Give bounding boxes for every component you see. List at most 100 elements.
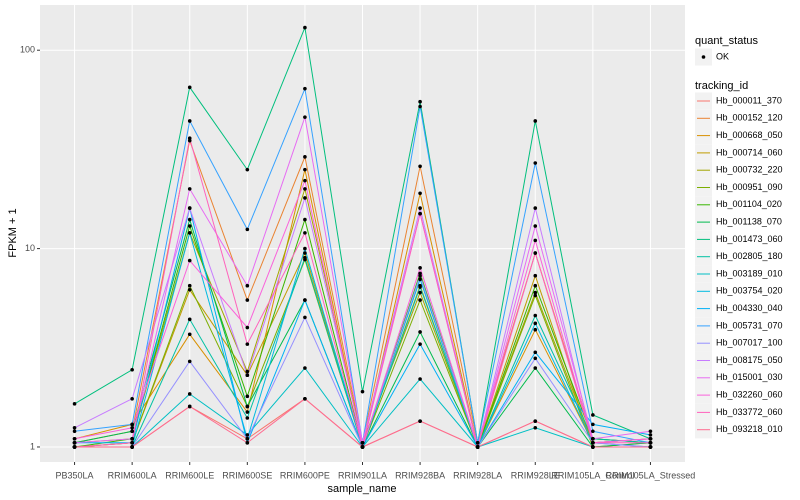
data-point (303, 86, 307, 91)
data-point (245, 436, 250, 441)
data-point (245, 342, 250, 346)
data-point (418, 419, 422, 423)
data-point (648, 440, 653, 445)
x-tick-label: RRIM105LA_Control (551, 470, 634, 480)
data-point (72, 425, 77, 430)
data-point (245, 167, 250, 172)
data-point (187, 317, 192, 322)
data-point (245, 433, 250, 437)
data-point (72, 429, 77, 434)
data-point (72, 445, 77, 449)
data-point (533, 293, 538, 298)
data-point (533, 161, 538, 165)
data-point (533, 238, 538, 243)
data-point (303, 178, 307, 183)
data-point (187, 119, 192, 123)
data-point (533, 251, 538, 255)
data-point (130, 445, 134, 449)
y-tick-label: 10 (25, 243, 35, 253)
legend-label: Hb_000951_090 (716, 182, 783, 192)
data-point (130, 422, 134, 427)
data-point (130, 425, 134, 430)
data-point (130, 367, 134, 372)
data-point (533, 119, 538, 123)
data-point (418, 99, 422, 104)
data-point (245, 227, 250, 232)
data-point (245, 404, 250, 409)
data-point (187, 359, 192, 364)
data-point (591, 445, 595, 449)
legend-label: Hb_093218_010 (716, 424, 783, 434)
legend-label: Hb_000152_120 (716, 113, 783, 123)
data-point (533, 290, 538, 295)
data-point (533, 419, 538, 423)
data-point (418, 298, 422, 302)
legend-label: Hb_003189_010 (716, 268, 783, 278)
data-point (187, 187, 192, 191)
data-point (187, 287, 192, 292)
legend-label: Hb_002805_180 (716, 251, 783, 261)
data-point (418, 330, 422, 334)
legend-label: Hb_000011_370 (716, 95, 782, 105)
data-point (360, 389, 365, 394)
data-point (533, 313, 538, 318)
data-point (187, 332, 192, 337)
legend-title: tracking_id (695, 80, 748, 92)
data-point (533, 206, 538, 210)
data-point (418, 290, 422, 295)
data-point (648, 445, 653, 449)
legend-label: Hb_004330_040 (716, 303, 783, 313)
data-point (303, 217, 307, 222)
x-tick-label: RRIM600LA (108, 470, 157, 480)
data-point (130, 440, 134, 445)
data-point (648, 429, 653, 434)
data-point (418, 285, 422, 289)
data-point (187, 217, 192, 222)
data-point (303, 396, 307, 401)
data-point (245, 440, 250, 445)
data-point (533, 283, 538, 288)
data-point (533, 321, 538, 326)
data-point (245, 298, 250, 302)
legend-point (701, 55, 706, 59)
data-point (245, 369, 250, 374)
data-point (303, 115, 307, 119)
data-point (187, 392, 192, 396)
legend-label: Hb_001473_060 (716, 234, 783, 244)
legend-label: Hb_000668_050 (716, 130, 783, 140)
data-point (130, 396, 134, 401)
x-tick-label: RRIM928LA (453, 470, 502, 480)
data-point (591, 413, 595, 417)
data-point (245, 394, 250, 399)
data-point (303, 25, 307, 30)
data-point (72, 440, 77, 445)
data-point (187, 136, 192, 141)
x-tick-label: RRIM600SE (222, 470, 272, 480)
data-point (245, 416, 250, 420)
y-axis-title: FPKM + 1 (7, 208, 19, 257)
data-point (303, 187, 307, 191)
data-point (187, 283, 192, 288)
data-point (648, 433, 653, 437)
data-point (418, 277, 422, 282)
data-point (245, 373, 250, 378)
x-tick-label: RRIM901LA (338, 470, 387, 480)
data-point (533, 273, 538, 278)
x-tick-label: RRIM600LE (165, 470, 214, 480)
x-tick-label: RRIM600PE (280, 470, 330, 480)
legend-label: Hb_033772_060 (716, 407, 783, 417)
x-tick-label: RRIM105LA_Stressed (606, 470, 696, 480)
data-point (533, 327, 538, 332)
data-point (418, 164, 422, 169)
data-point (303, 196, 307, 200)
data-point (187, 404, 192, 409)
legend-label: Hb_000714_060 (716, 147, 783, 157)
legend-label: Hb_003754_020 (716, 286, 783, 296)
data-point (187, 258, 192, 263)
data-point (187, 85, 192, 90)
data-point (418, 206, 422, 210)
data-point (475, 445, 480, 449)
legend-label: Hb_032260_060 (716, 389, 783, 399)
legend-label: Hb_008175_050 (716, 355, 783, 365)
legend-label: Hb_005731_070 (716, 320, 783, 330)
